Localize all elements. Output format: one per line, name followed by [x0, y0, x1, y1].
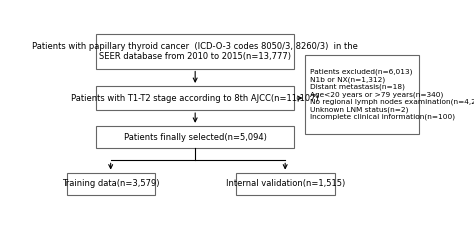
FancyBboxPatch shape	[66, 173, 155, 195]
Text: Patients with papillary thyroid cancer  (ICD-O-3 codes 8050/3, 8260/3)  in the
S: Patients with papillary thyroid cancer (…	[32, 42, 358, 61]
FancyBboxPatch shape	[96, 34, 294, 69]
Text: Training data(n=3,579): Training data(n=3,579)	[62, 179, 159, 188]
Text: Patients excluded(n=6,013)
N1b or NX(n=1,312)
Distant metastasis(n=18)
Age<20 ye: Patients excluded(n=6,013) N1b or NX(n=1…	[310, 69, 474, 120]
FancyBboxPatch shape	[305, 55, 419, 134]
Text: Internal validation(n=1,515): Internal validation(n=1,515)	[226, 179, 345, 188]
Text: Patients with T1-T2 stage according to 8th AJCC(n=11,107): Patients with T1-T2 stage according to 8…	[71, 94, 319, 103]
FancyBboxPatch shape	[236, 173, 335, 195]
FancyBboxPatch shape	[96, 86, 294, 110]
Text: Patients finally selected(n=5,094): Patients finally selected(n=5,094)	[124, 133, 266, 142]
FancyBboxPatch shape	[96, 126, 294, 148]
